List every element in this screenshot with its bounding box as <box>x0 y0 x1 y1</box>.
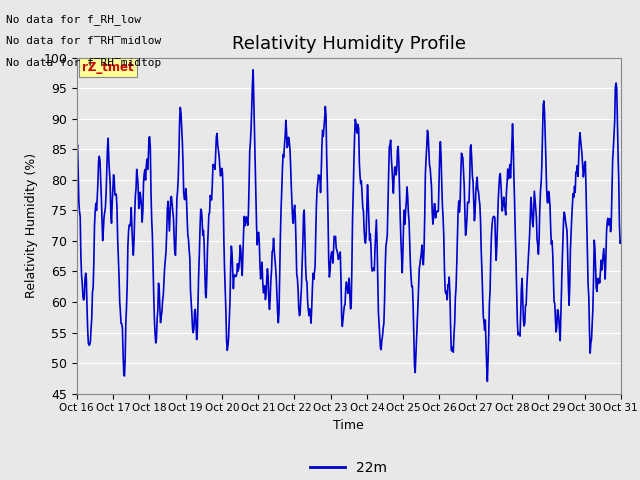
Text: No data for f̅RH̅midtop: No data for f̅RH̅midtop <box>6 58 162 68</box>
X-axis label: Time: Time <box>333 419 364 432</box>
Title: Relativity Humidity Profile: Relativity Humidity Profile <box>232 35 466 53</box>
Legend: 22m: 22m <box>305 456 393 480</box>
Y-axis label: Relativity Humidity (%): Relativity Humidity (%) <box>25 153 38 298</box>
Text: rZ_tmet: rZ_tmet <box>82 60 134 73</box>
Text: No data for f̅RH̅midlow: No data for f̅RH̅midlow <box>6 36 162 46</box>
Text: No data for f_RH_low: No data for f_RH_low <box>6 14 141 25</box>
